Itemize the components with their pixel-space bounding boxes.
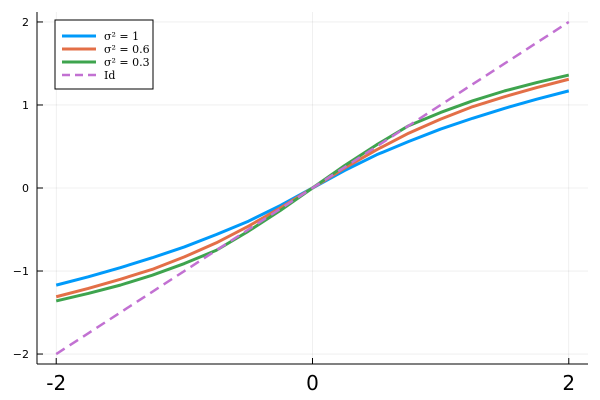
x-tick-label: 2 — [562, 371, 575, 395]
legend-box — [54, 19, 154, 90]
y-tick-label: −1 — [13, 265, 29, 278]
legend-label-3: σ² = 0.3 — [104, 56, 150, 69]
legend-label-4: Id — [104, 69, 115, 82]
y-tick-label: 2 — [22, 16, 29, 29]
ticks: -2 0 2 −2 −1 0 1 2 — [13, 16, 575, 395]
legend-label-1: σ² = 1 — [104, 30, 139, 43]
legend: σ² = 1σ² = 0.6σ² = 0.3Id — [54, 19, 154, 90]
legend-label-2: σ² = 0.6 — [104, 43, 150, 56]
x-tick-label: -2 — [46, 371, 66, 395]
x-tick-label: 0 — [306, 371, 319, 395]
y-tick-label: 0 — [22, 182, 29, 195]
series-line-4 — [55, 20, 570, 356]
plot-series — [55, 20, 570, 356]
y-tick-label: 1 — [22, 99, 29, 112]
y-tick-label: −2 — [13, 348, 29, 361]
